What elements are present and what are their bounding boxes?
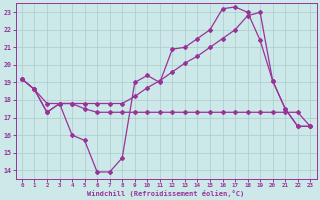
X-axis label: Windchill (Refroidissement éolien,°C): Windchill (Refroidissement éolien,°C) [87,190,245,197]
